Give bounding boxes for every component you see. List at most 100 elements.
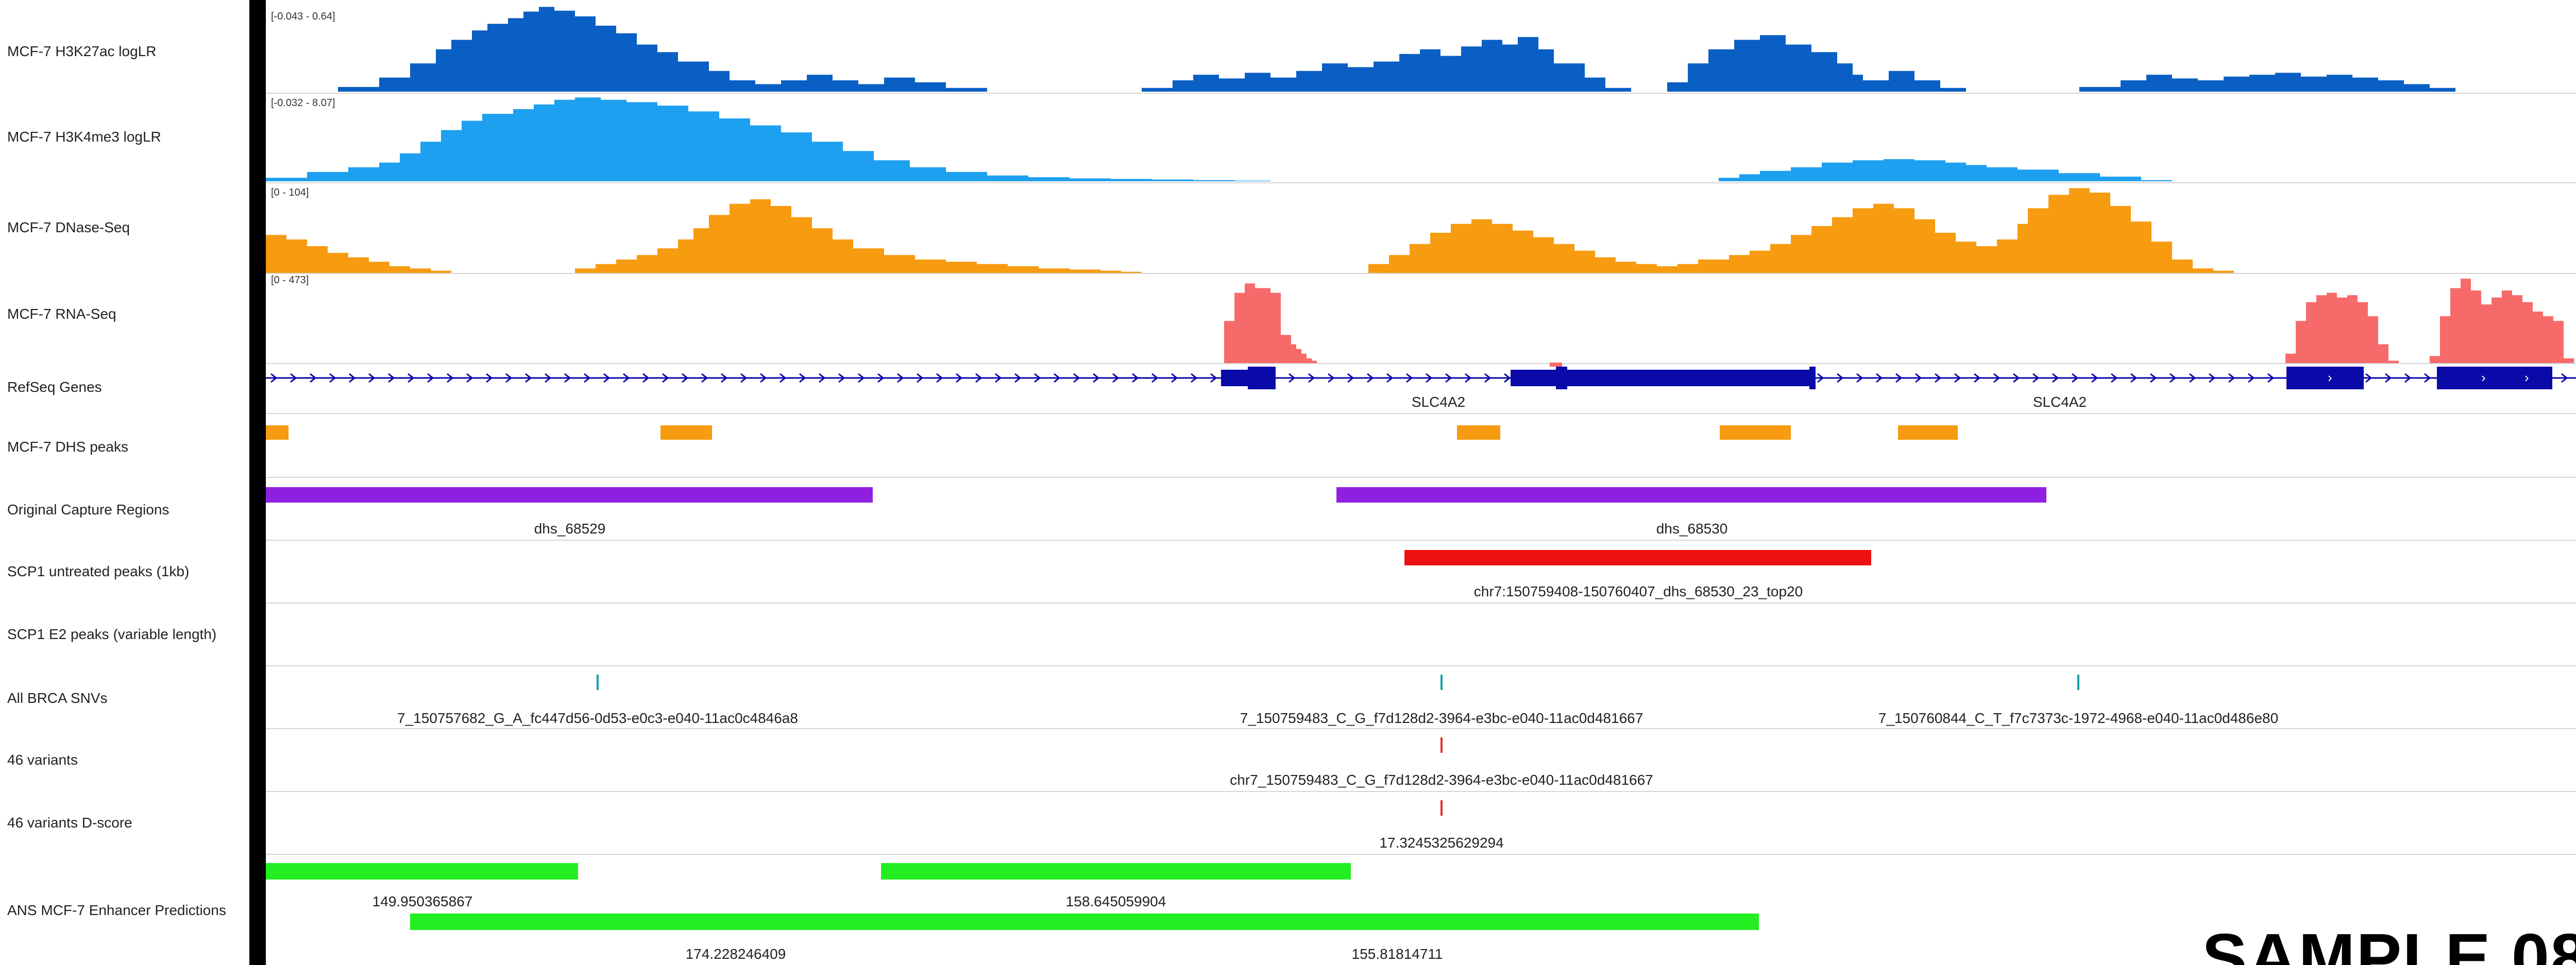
strand-arrow-icon (2248, 373, 2255, 383)
track-label-dhs-peaks[interactable]: MCF-7 DHS peaks (7, 439, 128, 455)
strand-arrow-icon (1308, 373, 1315, 383)
track-label-capture[interactable]: Original Capture Regions (7, 502, 170, 518)
strand-arrow-icon (2052, 373, 2059, 383)
range-rnaseq: [0 - 473] (271, 274, 309, 286)
dscore-label: 17.3245325629294 (1379, 835, 1503, 851)
strand-arrow-icon (623, 373, 630, 383)
track-label-h3k4me3[interactable]: MCF-7 H3K4me3 logLR (7, 129, 161, 145)
track-separator (266, 363, 2576, 364)
gene-name-label[interactable]: SLC4A2 (1412, 394, 1465, 410)
refseq-gene-model[interactable]: › › › (266, 363, 2576, 389)
strand-arrow-icon (2170, 373, 2177, 383)
strand-arrow-icon (1191, 373, 1198, 383)
snv-marker[interactable] (1440, 675, 1443, 690)
range-dnase: [0 - 104] (271, 187, 309, 198)
dhs-peak[interactable] (266, 425, 289, 440)
dhs-peak[interactable] (1898, 425, 1958, 440)
strand-arrow-icon (368, 373, 376, 383)
dhs-peak[interactable] (1720, 425, 1791, 440)
chevron-right-icon: › (2481, 370, 2486, 385)
strand-arrow-icon (1856, 373, 1863, 383)
exon (1511, 370, 1812, 386)
track-label-scp1-e2[interactable]: SCP1 E2 peaks (variable length) (7, 626, 217, 642)
capture-region[interactable] (266, 487, 873, 503)
strand-arrow-icon (682, 373, 689, 383)
track-separator (266, 182, 2576, 183)
track-separator (266, 93, 2576, 94)
track-label-brca-snvs[interactable]: All BRCA SNVs (7, 690, 108, 706)
snv-label: 7_150760844_C_T_f7c7373c-1972-4968-e040-… (1878, 710, 2278, 726)
strand-arrow-icon (584, 373, 591, 383)
variant-marker[interactable] (1440, 737, 1443, 753)
strand-arrow-icon (2209, 373, 2216, 383)
exon (2437, 367, 2552, 389)
strand-arrow-icon (662, 373, 669, 383)
strand-arrow-icon (388, 373, 395, 383)
strand-arrow-icon (408, 373, 415, 383)
track-label-scp1-untreated[interactable]: SCP1 untreated peaks (1kb) (7, 563, 190, 579)
enhancer-prediction[interactable] (410, 914, 1063, 930)
track-label-refseq[interactable]: RefSeq Genes (7, 379, 102, 395)
signal-rnaseq (266, 279, 2576, 363)
strand-arrow-icon (1367, 373, 1374, 383)
strand-arrow-icon (2228, 373, 2235, 383)
track-label-ans[interactable]: ANS MCF-7 Enhancer Predictions (7, 902, 226, 918)
data-panel[interactable]: [-0.043 - 0.64] [-0.032 - 8.07] [0 - 104… (266, 0, 2576, 965)
strand-arrow-icon (1484, 373, 1492, 383)
track-label-46-variants[interactable]: 46 variants (7, 752, 78, 768)
signal-h3k4me3 (266, 97, 2576, 181)
strand-arrow-icon (642, 373, 650, 383)
panel-divider[interactable] (249, 0, 266, 965)
exon (1809, 367, 1816, 389)
strand-arrow-icon (1289, 373, 1296, 383)
strand-arrow-icon (1328, 373, 1335, 383)
strand-arrow-icon (2091, 373, 2098, 383)
strand-arrow-icon (877, 373, 885, 383)
exon (1556, 367, 1567, 389)
track-label-dscore[interactable]: 46 variants D-score (7, 815, 132, 831)
strand-arrow-icon (1465, 373, 1472, 383)
scp1-peak[interactable] (1404, 550, 1871, 565)
strand-arrow-icon (779, 373, 787, 383)
track-label-dnase[interactable]: MCF-7 DNase-Seq (7, 219, 130, 235)
gene-name-label[interactable]: SLC4A2 (2033, 394, 2087, 410)
track-separator (266, 477, 2576, 478)
strand-arrow-icon (701, 373, 708, 383)
strand-arrow-icon (1034, 373, 1041, 383)
strand-arrow-icon (2072, 373, 2079, 383)
snv-label: 7_150757682_G_A_fc447d56-0d53-e0c3-e040-… (397, 710, 798, 726)
strand-arrow-icon (1171, 373, 1178, 383)
capture-region[interactable] (1336, 487, 2046, 503)
strand-arrow-icon (2013, 373, 2020, 383)
tracks-canvas[interactable]: [-0.043 - 0.64] [-0.032 - 8.07] [0 - 104… (266, 0, 2576, 965)
strand-arrow-icon (2130, 373, 2138, 383)
track-label-rnaseq[interactable]: MCF-7 RNA-Seq (7, 306, 116, 322)
strand-arrow-icon (917, 373, 924, 383)
track-separator (266, 665, 2576, 666)
strand-arrow-icon (310, 373, 317, 383)
variant-label: chr7_150759483_C_G_f7d128d2-3964-e3bc-e0… (1230, 772, 1653, 788)
strand-arrow-icon (1915, 373, 1922, 383)
track-separator (266, 791, 2576, 792)
dhs-peaks[interactable] (266, 425, 1958, 440)
strand-arrow-icon (975, 373, 982, 383)
strand-arrow-icon (505, 373, 513, 383)
dhs-peak[interactable] (1457, 425, 1500, 440)
track-separator (266, 413, 2576, 414)
strand-arrow-icon (936, 373, 943, 383)
strand-arrow-icon (1054, 373, 1061, 383)
enhancer-prediction[interactable] (1037, 914, 1759, 930)
dscore-marker[interactable] (1440, 800, 1443, 816)
enhancer-score-label: 174.228246409 (686, 946, 786, 962)
strand-arrow-icon (1347, 373, 1354, 383)
strand-arrow-icon (1073, 373, 1080, 383)
enhancer-prediction[interactable] (266, 863, 578, 880)
strand-arrow-icon (740, 373, 748, 383)
snv-marker[interactable] (597, 675, 599, 690)
snv-marker[interactable] (2077, 675, 2079, 690)
strand-arrow-icon (2111, 373, 2118, 383)
strand-arrow-icon (838, 373, 845, 383)
dhs-peak[interactable] (660, 425, 712, 440)
track-label-h3k27ac[interactable]: MCF-7 H3K27ac logLR (7, 43, 157, 59)
enhancer-prediction[interactable] (881, 863, 1351, 880)
